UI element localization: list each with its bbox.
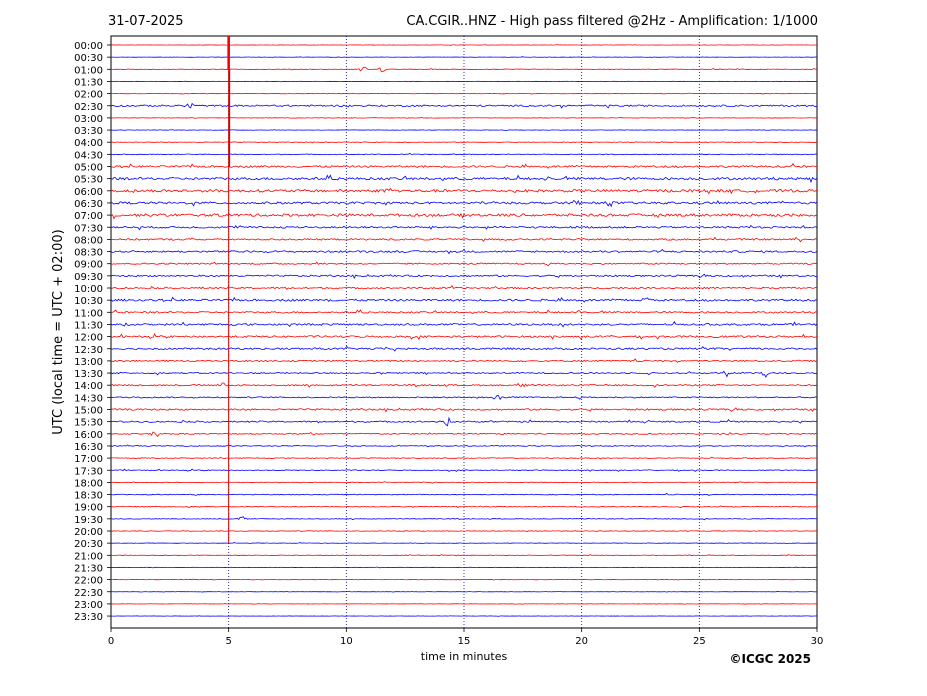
row-label-1330: 13:30 [74, 369, 103, 380]
trace-2300 [110, 603, 818, 605]
row-label-0530: 05:30 [74, 175, 103, 186]
trace-1300 [110, 358, 818, 363]
row-label-1630: 16:30 [74, 442, 103, 453]
x-tick-label-20: 20 [575, 636, 588, 647]
trace-0730 [110, 224, 818, 231]
row-label-0430: 04:30 [74, 150, 103, 161]
trace-1730 [110, 468, 818, 472]
trace-2100 [110, 554, 818, 557]
row-label-1030: 10:30 [74, 296, 103, 307]
trace-0330 [110, 129, 818, 132]
row-label-1300: 13:00 [74, 357, 103, 368]
row-label-2330: 23:30 [74, 612, 103, 623]
x-tick-label-5: 5 [225, 636, 231, 647]
row-label-1500: 15:00 [74, 406, 103, 417]
row-label-1130: 11:30 [74, 320, 103, 331]
trace-0000 [110, 44, 818, 46]
row-label-1000: 10:00 [74, 284, 103, 295]
trace-2230 [110, 590, 818, 593]
row-label-2100: 21:00 [74, 551, 103, 562]
x-tick-label-10: 10 [340, 636, 353, 647]
trace-1530 [110, 416, 818, 427]
row-label-1100: 11:00 [74, 308, 103, 319]
row-label-1530: 15:30 [74, 418, 103, 429]
x-tick-label-15: 15 [458, 636, 471, 647]
y-axis-label: UTC (local time = UTC + 02:00) [51, 229, 66, 434]
row-label-2300: 23:00 [74, 600, 103, 611]
trace-1930 [110, 516, 818, 521]
row-label-0600: 06:00 [74, 187, 103, 198]
chart-title: CA.CGIR..HNZ - High pass filtered @2Hz -… [406, 14, 818, 29]
trace-2030 [110, 542, 818, 545]
trace-1100 [110, 309, 818, 315]
trace-0800 [110, 236, 818, 243]
trace-0400 [110, 141, 818, 144]
row-label-0630: 06:30 [74, 199, 103, 210]
trace-2200 [110, 578, 818, 581]
row-label-0000: 00:00 [74, 41, 103, 52]
trace-2000 [110, 530, 818, 532]
x-tick-label-30: 30 [811, 636, 824, 647]
spike-layer [227, 36, 231, 544]
row-label-0330: 03:30 [74, 126, 103, 137]
row-label-0300: 03:00 [74, 114, 103, 125]
x-tick-label-25: 25 [693, 636, 706, 647]
vertical-gridlines [228, 36, 700, 628]
row-label-1400: 14:00 [74, 381, 103, 392]
row-label-1700: 17:00 [74, 454, 103, 465]
trace-2130 [110, 566, 818, 569]
row-label-1230: 12:30 [74, 345, 103, 356]
trace-2330 [111, 615, 818, 617]
row-label-1930: 19:30 [74, 515, 103, 526]
row-label-1800: 18:00 [74, 478, 103, 489]
row-label-0400: 04:00 [74, 138, 103, 149]
row-label-0800: 08:00 [74, 235, 103, 246]
trace-1130 [110, 321, 818, 328]
row-label-1900: 19:00 [74, 503, 103, 514]
row-label-0900: 09:00 [74, 260, 103, 271]
trace-0200 [110, 92, 818, 95]
row-label-0500: 05:00 [74, 163, 103, 174]
x-axis-label: time in minutes [421, 650, 508, 663]
row-label-2130: 21:30 [74, 563, 103, 574]
trace-1630 [110, 444, 818, 448]
trace-0130 [110, 80, 818, 83]
row-label-0200: 02:00 [74, 90, 103, 101]
row-label-1430: 14:30 [74, 393, 103, 404]
row-label-2000: 20:00 [74, 527, 103, 538]
trace-0900 [110, 261, 818, 267]
chart-date: 31-07-2025 [108, 14, 184, 29]
trace-0230 [110, 102, 818, 109]
row-label-1730: 17:30 [74, 466, 103, 477]
row-label-0100: 01:00 [74, 65, 103, 76]
trace-1030 [110, 296, 818, 303]
copyright-label: ©ICGC 2025 [729, 652, 811, 666]
trace-0030 [110, 56, 818, 59]
row-label-1600: 16:00 [74, 430, 103, 441]
trace-0100 [110, 66, 818, 73]
row-label-0700: 07:00 [74, 211, 103, 222]
row-label-1200: 12:00 [74, 333, 103, 344]
trace-1800 [110, 481, 818, 484]
row-label-0930: 09:30 [74, 272, 103, 283]
trace-1700 [110, 456, 818, 460]
row-label-0830: 08:30 [74, 248, 103, 259]
row-label-2030: 20:30 [74, 539, 103, 550]
trace-0500 [111, 163, 818, 169]
row-label-2200: 22:00 [74, 576, 103, 587]
x-tick-label-0: 0 [108, 636, 114, 647]
trace-1200 [110, 333, 818, 341]
row-label-1830: 18:30 [74, 491, 103, 502]
row-label-0130: 01:30 [74, 77, 103, 88]
row-label-0730: 07:30 [74, 223, 103, 234]
trace-1400 [110, 382, 818, 388]
row-label-2230: 22:30 [74, 588, 103, 599]
row-label-0030: 00:30 [74, 53, 103, 64]
row-label-0230: 02:30 [74, 102, 103, 113]
plot-frame [110, 35, 818, 629]
x-axis-ticks: 0 5 10 15 20 25 30 [108, 628, 824, 647]
